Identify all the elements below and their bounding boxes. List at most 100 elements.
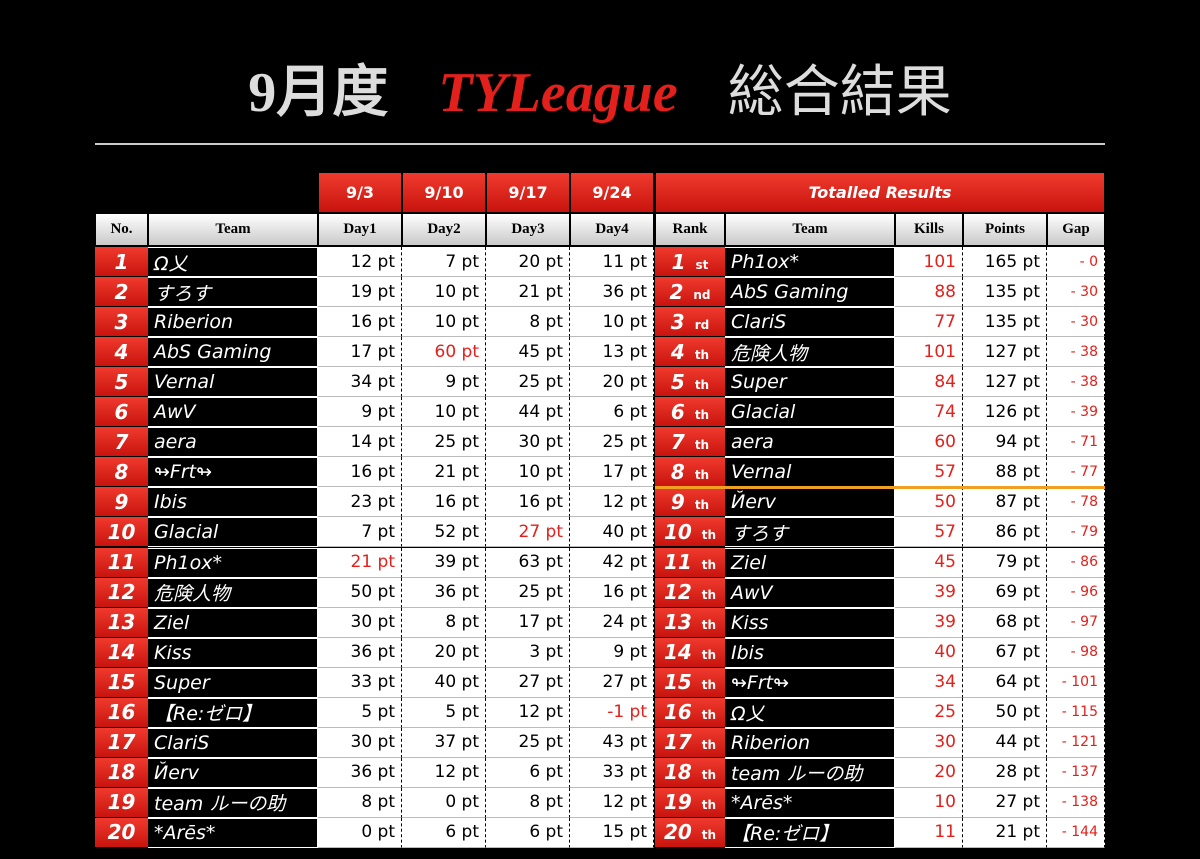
day-points: 8 pt [486, 307, 570, 338]
team-name: team ルーの助 [725, 757, 895, 788]
day-points: 44 pt [486, 397, 570, 428]
day-points: 13 pt [570, 337, 654, 368]
team-name: ClariS [725, 307, 895, 338]
day-points: 25 pt [486, 367, 570, 398]
kills: 40 [895, 637, 963, 668]
day-points: 36 pt [570, 277, 654, 308]
points: 87 pt [963, 487, 1047, 518]
gap: - 98 [1047, 637, 1105, 668]
gap: - 137 [1047, 757, 1105, 788]
kills: 88 [895, 277, 963, 308]
gap: - 144 [1047, 817, 1105, 848]
day-points: 16 pt [570, 577, 654, 608]
team-name: Ziel [725, 547, 895, 578]
kills: 60 [895, 427, 963, 458]
date-header: 9/17 [486, 172, 570, 213]
rank: 13 th [655, 607, 725, 638]
team-name: Vernal [725, 457, 895, 488]
day-points: 27 pt [486, 667, 570, 698]
column-header: Day2 [402, 213, 486, 246]
gap: - 101 [1047, 667, 1105, 698]
kills: 25 [895, 697, 963, 728]
team-name: aera [725, 427, 895, 458]
day-points: 6 pt [570, 397, 654, 428]
rank: 15 th [655, 667, 725, 698]
column-header: Gap [1047, 213, 1105, 246]
points: 165 pt [963, 247, 1047, 278]
rank-number: 14 [663, 640, 692, 665]
rank-suffix: th [694, 407, 710, 422]
rank-number: 8 [95, 457, 148, 488]
team-name: Йerv [725, 487, 895, 518]
day-points: 25 pt [570, 427, 654, 458]
rank-number: 19 [95, 787, 148, 818]
day-points: 36 pt [318, 757, 402, 788]
rank-number: 6 [670, 399, 685, 424]
team-name: AbS Gaming [148, 337, 318, 368]
day-points: 17 pt [570, 457, 654, 488]
gap: - 97 [1047, 607, 1105, 638]
column-header: Points [963, 213, 1047, 246]
day-points: 17 pt [486, 607, 570, 638]
gap: - 77 [1047, 457, 1105, 488]
rank: 7 th [655, 427, 725, 458]
rank: 16 th [655, 697, 725, 728]
points: 127 pt [963, 337, 1047, 368]
day-points: 20 pt [486, 247, 570, 278]
rank-number: 2 [95, 277, 148, 308]
day-points: 8 pt [486, 787, 570, 818]
gap: - 30 [1047, 307, 1105, 338]
points: 67 pt [963, 637, 1047, 668]
gap: - 0 [1047, 247, 1105, 278]
rank-suffix: th [701, 527, 717, 542]
rank: 12 th [655, 577, 725, 608]
day-points: 25 pt [402, 427, 486, 458]
day-points: 12 pt [570, 487, 654, 518]
rank: 18 th [655, 757, 725, 788]
day-points: 25 pt [486, 727, 570, 758]
day-points: 24 pt [570, 607, 654, 638]
day-points: 21 pt [486, 277, 570, 308]
points: 50 pt [963, 697, 1047, 728]
day-points: 36 pt [402, 577, 486, 608]
day-points: 8 pt [402, 607, 486, 638]
day-points: 10 pt [570, 307, 654, 338]
team-name: Riberion [148, 307, 318, 338]
team-name: 【Re:ゼロ】 [725, 817, 895, 848]
column-header: No. [95, 213, 148, 246]
rank-suffix: rd [694, 317, 710, 332]
team-name: すろす [725, 517, 895, 548]
rank-number: 10 [95, 517, 148, 548]
day-points: 11 pt [570, 247, 654, 278]
day-points: 37 pt [402, 727, 486, 758]
points: 69 pt [963, 577, 1047, 608]
team-name: Ph1ox* [148, 547, 318, 578]
day-points: 16 pt [486, 487, 570, 518]
rank-suffix: th [701, 798, 717, 813]
column-header: Team [148, 213, 318, 246]
day-points: 27 pt [570, 667, 654, 698]
day-points: 19 pt [318, 277, 402, 308]
team-name: *Arēs* [725, 787, 895, 818]
day-points: 9 pt [570, 637, 654, 668]
gap: - 96 [1047, 577, 1105, 608]
day-points: 9 pt [402, 367, 486, 398]
day-points: 6 pt [486, 757, 570, 788]
results-header: Totalled Results [655, 172, 1105, 213]
kills: 45 [895, 547, 963, 578]
rank-number: 8 [670, 459, 685, 484]
day-points: 23 pt [318, 487, 402, 518]
rank-number: 17 [663, 730, 692, 755]
day-points: 33 pt [318, 667, 402, 698]
rank-suffix: st [695, 257, 709, 272]
day-points: 5 pt [402, 697, 486, 728]
rank-number: 15 [95, 667, 148, 698]
points: 28 pt [963, 757, 1047, 788]
team-name: Super [148, 667, 318, 698]
rank: 10 th [655, 517, 725, 548]
day-points: 10 pt [402, 397, 486, 428]
day-points: 39 pt [402, 547, 486, 578]
day-points: 52 pt [402, 517, 486, 548]
rank-number: 13 [95, 607, 148, 638]
rank: 17 th [655, 727, 725, 758]
